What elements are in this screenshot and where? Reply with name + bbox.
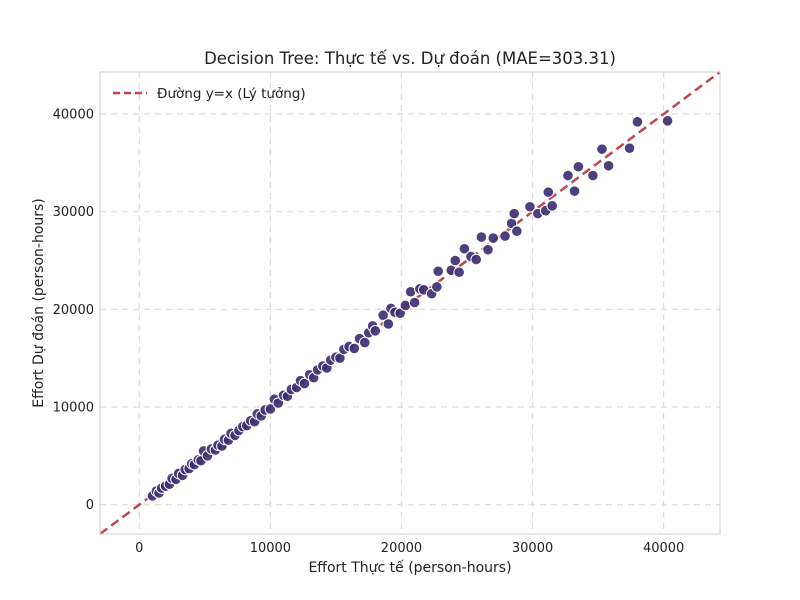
data-point — [458, 242, 471, 255]
data-point — [487, 232, 500, 244]
data-point — [408, 296, 421, 309]
y-tick-label: 30000 — [53, 205, 94, 220]
data-point — [432, 265, 444, 278]
data-point — [298, 377, 311, 390]
data-point — [631, 116, 644, 128]
y-tick-label: 20000 — [53, 303, 94, 318]
data-point — [499, 230, 511, 242]
x-axis-title: Effort Thực tế (person-hours) — [308, 559, 511, 576]
legend: Đường y=x (Lý tưởng) — [113, 86, 306, 102]
x-tick-label: 30000 — [512, 541, 553, 556]
y-tick-label: 0 — [86, 498, 94, 513]
data-point — [348, 342, 361, 355]
data-point — [449, 254, 462, 267]
data-point — [377, 309, 389, 322]
data-point — [602, 159, 615, 172]
data-point — [568, 185, 581, 197]
data-point — [542, 186, 555, 198]
data-point — [562, 169, 574, 182]
data-point — [546, 200, 559, 212]
data-point — [596, 143, 608, 155]
x-tick-labels: 0 10000 20000 30000 40000 — [135, 541, 684, 556]
x-tick-label: 20000 — [381, 541, 422, 556]
data-point — [475, 231, 488, 243]
data-point — [470, 253, 482, 266]
data-point — [264, 403, 277, 415]
data-point — [453, 266, 465, 279]
y-tick-label: 40000 — [53, 108, 94, 123]
x-tick-label: 0 — [135, 541, 143, 556]
y-tick-label: 10000 — [53, 401, 94, 416]
data-point — [524, 200, 536, 213]
data-point — [482, 243, 494, 256]
legend-label: Đường y=x (Lý tưởng) — [157, 86, 306, 102]
data-point — [508, 207, 521, 220]
chart-title: Decision Tree: Thực tế vs. Dự đoán (MAE=… — [204, 49, 616, 68]
data-point — [358, 336, 371, 349]
data-point — [661, 115, 674, 127]
x-tick-label: 10000 — [250, 541, 291, 556]
data-point — [572, 160, 585, 173]
x-tick-label: 40000 — [643, 541, 684, 556]
plot-frame — [99, 71, 721, 535]
data-point — [623, 142, 636, 154]
data-point — [587, 169, 599, 182]
grid-lines — [100, 72, 720, 534]
y-tick-labels: 0 10000 20000 30000 40000 — [53, 108, 94, 514]
data-points — [146, 115, 674, 502]
y-axis-title: Effort Dự đoán (person-hours) — [31, 198, 47, 408]
data-point — [431, 281, 443, 293]
data-point — [369, 325, 382, 337]
data-point — [382, 318, 395, 330]
data-point — [511, 225, 523, 238]
